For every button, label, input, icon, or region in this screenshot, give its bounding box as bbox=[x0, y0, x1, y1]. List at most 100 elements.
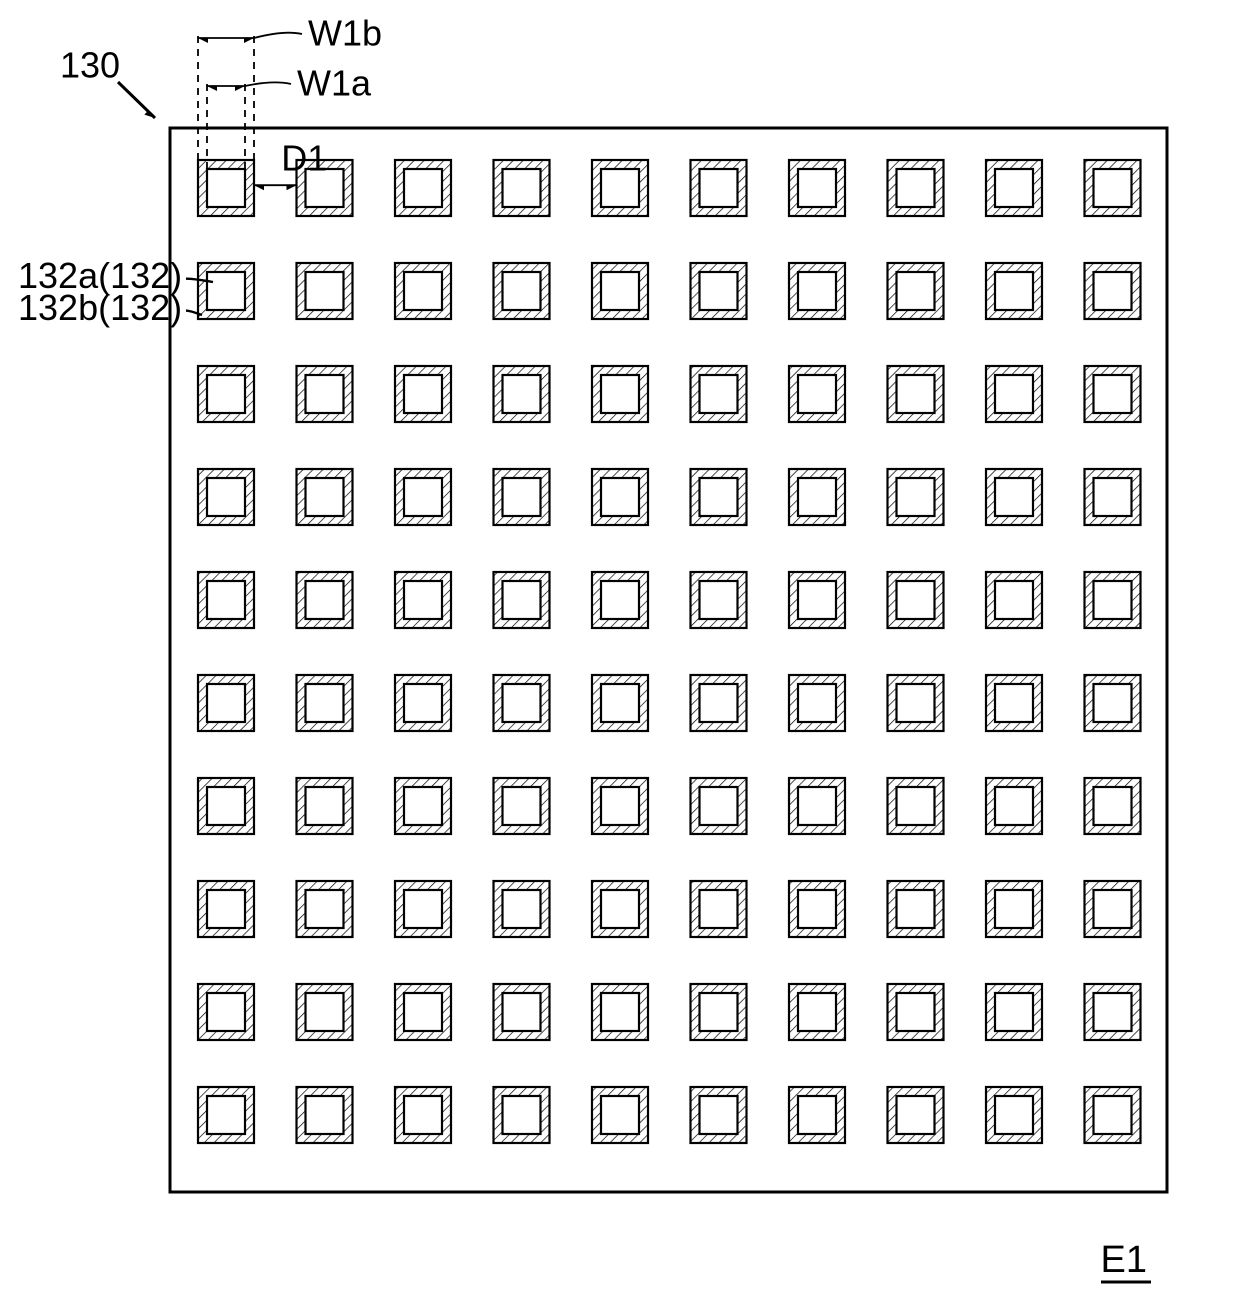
pad-inner bbox=[207, 993, 245, 1031]
pad-cell bbox=[691, 366, 747, 422]
pad-cell bbox=[395, 366, 451, 422]
pad-inner bbox=[601, 169, 639, 207]
figure-diagram: W1bW1aD1130132a(132)132b(132)E1 bbox=[0, 0, 1240, 1311]
pad-inner bbox=[503, 169, 541, 207]
pad-cell bbox=[789, 263, 845, 319]
pad-cell bbox=[592, 160, 648, 216]
pad-inner bbox=[404, 1096, 442, 1134]
pad-inner bbox=[897, 272, 935, 310]
pad-inner bbox=[601, 478, 639, 516]
pad-inner bbox=[207, 478, 245, 516]
pad-cell bbox=[1085, 263, 1141, 319]
pad-cell bbox=[592, 366, 648, 422]
pad-inner bbox=[995, 787, 1033, 825]
pad-inner bbox=[306, 787, 344, 825]
pad-inner bbox=[700, 787, 738, 825]
pad-cell bbox=[592, 778, 648, 834]
pad-cell bbox=[395, 778, 451, 834]
pad-inner bbox=[995, 169, 1033, 207]
pad-inner bbox=[798, 890, 836, 928]
pad-cell bbox=[691, 572, 747, 628]
pad-inner bbox=[207, 890, 245, 928]
pad-inner bbox=[306, 375, 344, 413]
pad-cell bbox=[986, 469, 1042, 525]
pad-cell bbox=[494, 1087, 550, 1143]
pad-cell bbox=[297, 778, 353, 834]
label-figure-id: E1 bbox=[1101, 1239, 1147, 1281]
pad-cell bbox=[494, 675, 550, 731]
pad-cell bbox=[888, 984, 944, 1040]
pad-inner bbox=[601, 581, 639, 619]
pad-cell bbox=[494, 984, 550, 1040]
pad-cell bbox=[297, 572, 353, 628]
pad-cell bbox=[592, 984, 648, 1040]
pad-inner bbox=[798, 272, 836, 310]
pad-inner bbox=[207, 684, 245, 722]
pad-inner bbox=[798, 787, 836, 825]
pad-cell bbox=[494, 469, 550, 525]
pad-inner bbox=[207, 581, 245, 619]
pad-cell bbox=[888, 263, 944, 319]
pad-cell bbox=[297, 675, 353, 731]
pad-inner bbox=[207, 272, 245, 310]
pad-inner bbox=[404, 375, 442, 413]
pad-cell bbox=[395, 1087, 451, 1143]
pad-inner bbox=[995, 375, 1033, 413]
label-d1: D1 bbox=[281, 138, 327, 179]
pad-inner bbox=[207, 169, 245, 207]
pad-cell bbox=[986, 675, 1042, 731]
pad-cell bbox=[888, 160, 944, 216]
pad-inner bbox=[404, 581, 442, 619]
pad-inner bbox=[601, 890, 639, 928]
pad-inner bbox=[897, 890, 935, 928]
pad-inner bbox=[207, 375, 245, 413]
pad-cell bbox=[395, 572, 451, 628]
pad-cell bbox=[1085, 469, 1141, 525]
pad-cell bbox=[395, 160, 451, 216]
pad-cell bbox=[198, 572, 254, 628]
pad-inner bbox=[306, 1096, 344, 1134]
pad-inner bbox=[503, 272, 541, 310]
pad-cell bbox=[789, 778, 845, 834]
pad-cell bbox=[691, 778, 747, 834]
pad-cell bbox=[691, 984, 747, 1040]
pad-cell bbox=[494, 778, 550, 834]
pad-cell bbox=[592, 469, 648, 525]
pad-inner bbox=[897, 478, 935, 516]
pad-cell bbox=[888, 469, 944, 525]
pad-cell bbox=[691, 1087, 747, 1143]
pad-cell bbox=[297, 469, 353, 525]
pad-inner bbox=[404, 169, 442, 207]
pad-inner bbox=[1094, 581, 1132, 619]
pad-cell bbox=[1085, 160, 1141, 216]
pad-inner bbox=[306, 890, 344, 928]
pad-inner bbox=[1094, 684, 1132, 722]
pad-inner bbox=[897, 787, 935, 825]
label-w1b: W1b bbox=[308, 13, 382, 54]
pad-inner bbox=[798, 684, 836, 722]
pad-inner bbox=[503, 684, 541, 722]
pad-cell bbox=[986, 984, 1042, 1040]
pad-inner bbox=[700, 169, 738, 207]
pad-cell bbox=[592, 263, 648, 319]
pad-cell bbox=[1085, 572, 1141, 628]
pad-inner bbox=[798, 1096, 836, 1134]
pad-inner bbox=[798, 993, 836, 1031]
pad-inner bbox=[798, 169, 836, 207]
pad-cell bbox=[494, 263, 550, 319]
pad-inner bbox=[700, 1096, 738, 1134]
pad-cell bbox=[789, 984, 845, 1040]
pad-inner bbox=[897, 375, 935, 413]
pad-inner bbox=[700, 478, 738, 516]
pad-inner bbox=[503, 478, 541, 516]
pad-cell bbox=[395, 675, 451, 731]
pad-inner bbox=[601, 1096, 639, 1134]
pad-cell bbox=[691, 469, 747, 525]
pad-cell bbox=[691, 881, 747, 937]
pad-inner bbox=[700, 993, 738, 1031]
pad-inner bbox=[1094, 787, 1132, 825]
pad-inner bbox=[897, 684, 935, 722]
pad-inner bbox=[995, 478, 1033, 516]
pad-cell bbox=[691, 675, 747, 731]
pad-inner bbox=[404, 478, 442, 516]
